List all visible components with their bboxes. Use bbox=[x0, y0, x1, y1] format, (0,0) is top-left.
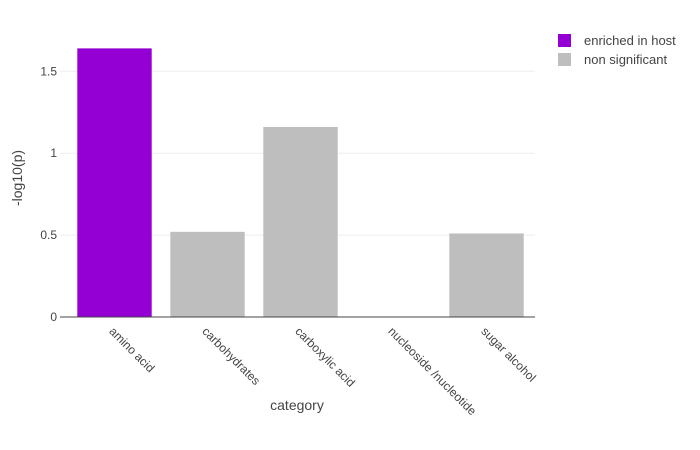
y-tick-label: 1 bbox=[50, 146, 57, 160]
legend-item[interactable]: enriched in host bbox=[558, 33, 676, 48]
legend-swatch bbox=[558, 34, 571, 47]
bar[interactable] bbox=[263, 127, 338, 317]
x-tick-label: nucleoside /nucleotide bbox=[385, 324, 479, 418]
y-tick-label: 0.5 bbox=[40, 228, 57, 242]
bar[interactable] bbox=[449, 233, 524, 317]
bars bbox=[77, 48, 524, 318]
x-tick-label: carbohydrates bbox=[199, 324, 263, 388]
x-tick-label: carboxylic acid bbox=[292, 324, 358, 390]
y-tick-label: 0 bbox=[50, 310, 57, 324]
x-tick-label: amino acid bbox=[106, 324, 157, 375]
y-tick-labels: 0 0.5 1 1.5 bbox=[40, 64, 57, 324]
y-axis-title: -log10(p) bbox=[9, 150, 25, 206]
legend-item[interactable]: non significant bbox=[558, 52, 667, 67]
legend-label: enriched in host bbox=[584, 33, 676, 48]
y-tick-label: 1.5 bbox=[40, 64, 57, 78]
legend-label: non significant bbox=[584, 52, 667, 67]
x-tick-label: sugar alcohol bbox=[478, 324, 538, 384]
bar[interactable] bbox=[170, 231, 245, 317]
legend[interactable]: enriched in host non significant bbox=[558, 33, 676, 67]
legend-swatch bbox=[558, 53, 571, 66]
bar[interactable] bbox=[77, 48, 152, 318]
x-axis-title: category bbox=[270, 397, 324, 413]
